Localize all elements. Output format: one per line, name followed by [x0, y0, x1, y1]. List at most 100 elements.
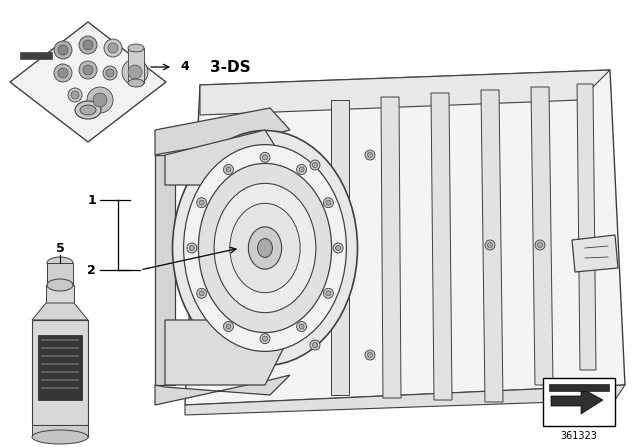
Circle shape [71, 91, 79, 99]
Polygon shape [10, 22, 166, 142]
Bar [543, 378, 615, 426]
Bar [549, 384, 609, 391]
Circle shape [310, 340, 320, 350]
Polygon shape [155, 108, 290, 155]
Circle shape [226, 324, 231, 329]
Polygon shape [185, 70, 625, 405]
Polygon shape [572, 235, 618, 272]
Bar [47, 263, 73, 285]
Circle shape [365, 150, 375, 160]
Polygon shape [155, 155, 175, 385]
Polygon shape [200, 70, 610, 115]
Ellipse shape [248, 227, 282, 269]
Circle shape [310, 160, 320, 170]
Polygon shape [165, 320, 285, 385]
Circle shape [79, 61, 97, 79]
Circle shape [535, 240, 545, 250]
Circle shape [262, 336, 268, 341]
Circle shape [122, 59, 148, 85]
Ellipse shape [258, 239, 273, 258]
Circle shape [326, 200, 331, 205]
Polygon shape [481, 90, 503, 402]
Text: 4: 4 [180, 60, 189, 73]
Polygon shape [32, 303, 88, 320]
Text: 1: 1 [87, 194, 96, 207]
Circle shape [335, 246, 340, 250]
Circle shape [323, 289, 333, 298]
Bar [32, 320, 88, 425]
Circle shape [104, 39, 122, 57]
Circle shape [262, 155, 268, 160]
Circle shape [485, 240, 495, 250]
Polygon shape [577, 84, 596, 370]
Circle shape [128, 65, 142, 79]
Polygon shape [331, 100, 349, 395]
Circle shape [312, 343, 317, 348]
Circle shape [260, 334, 270, 344]
Text: 3-DS: 3-DS [210, 60, 251, 74]
Circle shape [93, 93, 107, 107]
Circle shape [488, 242, 493, 247]
Circle shape [54, 64, 72, 82]
Text: 2: 2 [87, 263, 96, 276]
Ellipse shape [80, 105, 96, 115]
Bar [128, 48, 144, 83]
Circle shape [83, 65, 93, 75]
Ellipse shape [214, 183, 316, 313]
Circle shape [87, 87, 113, 113]
Bar [32, 425, 88, 437]
Circle shape [333, 243, 343, 253]
Circle shape [106, 69, 114, 77]
Circle shape [83, 40, 93, 50]
Circle shape [323, 198, 333, 208]
Circle shape [58, 45, 68, 55]
Circle shape [299, 324, 304, 329]
Circle shape [312, 163, 317, 168]
Circle shape [196, 289, 207, 298]
Circle shape [199, 200, 204, 205]
Polygon shape [381, 97, 401, 398]
Bar [38, 335, 82, 400]
Circle shape [187, 243, 197, 253]
Circle shape [103, 66, 117, 80]
Circle shape [367, 152, 372, 158]
Ellipse shape [32, 430, 88, 444]
Polygon shape [551, 388, 603, 414]
Bar [20, 52, 52, 59]
Polygon shape [531, 87, 553, 385]
Circle shape [196, 198, 207, 208]
Ellipse shape [47, 279, 73, 291]
Polygon shape [185, 385, 625, 415]
Ellipse shape [184, 145, 346, 351]
Ellipse shape [47, 257, 73, 269]
Circle shape [226, 167, 231, 172]
Circle shape [296, 322, 307, 332]
Circle shape [108, 43, 118, 53]
Circle shape [365, 350, 375, 360]
Ellipse shape [128, 79, 144, 87]
Circle shape [189, 246, 195, 250]
Ellipse shape [173, 130, 358, 366]
Circle shape [68, 88, 82, 102]
Polygon shape [165, 130, 290, 185]
Circle shape [223, 164, 234, 174]
Text: 5: 5 [56, 241, 65, 254]
Circle shape [58, 68, 68, 78]
Circle shape [260, 152, 270, 162]
Circle shape [538, 242, 543, 247]
Circle shape [299, 167, 304, 172]
Circle shape [54, 41, 72, 59]
Bar [46, 285, 74, 305]
Polygon shape [155, 375, 290, 405]
Ellipse shape [198, 164, 332, 332]
Circle shape [199, 291, 204, 296]
Circle shape [367, 353, 372, 358]
Ellipse shape [230, 203, 300, 293]
Circle shape [223, 322, 234, 332]
Circle shape [296, 164, 307, 174]
Circle shape [79, 36, 97, 54]
Ellipse shape [128, 44, 144, 52]
Polygon shape [431, 93, 452, 400]
Circle shape [326, 291, 331, 296]
Text: 361323: 361323 [561, 431, 597, 441]
